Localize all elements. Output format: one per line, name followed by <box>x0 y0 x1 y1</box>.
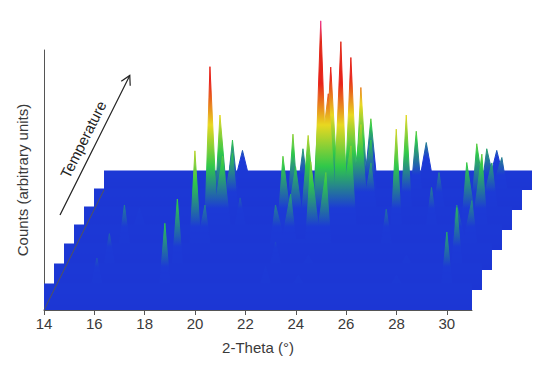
svg-text:18: 18 <box>136 315 153 332</box>
svg-text:Temperature: Temperature <box>57 98 110 181</box>
svg-text:16: 16 <box>86 315 103 332</box>
svg-text:26: 26 <box>338 315 355 332</box>
svg-text:20: 20 <box>187 315 204 332</box>
svg-text:30: 30 <box>438 315 455 332</box>
svg-text:2-Theta (°): 2-Theta (°) <box>222 339 294 356</box>
svg-text:14: 14 <box>36 315 53 332</box>
svg-text:Counts (arbitrary units): Counts (arbitrary units) <box>14 104 31 257</box>
svg-text:24: 24 <box>287 315 304 332</box>
svg-text:28: 28 <box>388 315 405 332</box>
svg-text:22: 22 <box>237 315 254 332</box>
